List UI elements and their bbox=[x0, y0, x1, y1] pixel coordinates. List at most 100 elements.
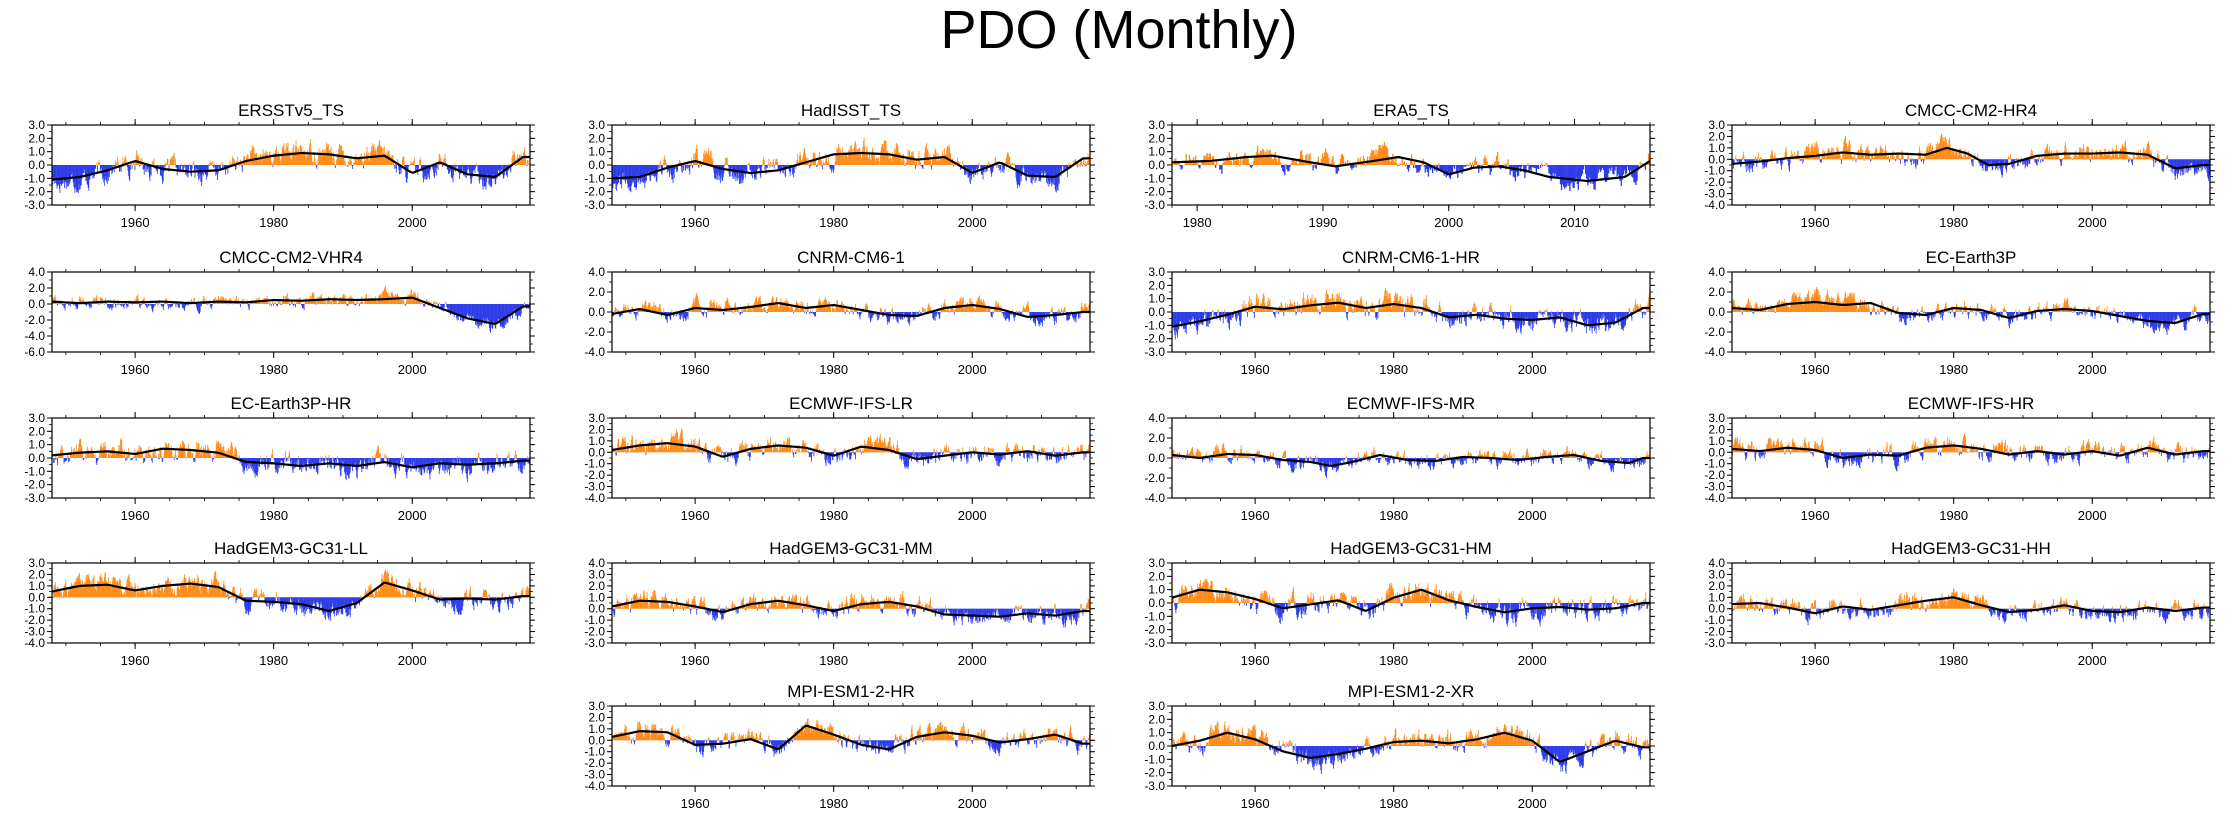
anomaly-bar bbox=[646, 165, 647, 181]
anomaly-bar bbox=[1478, 165, 1480, 173]
anomaly-bar bbox=[858, 152, 860, 165]
anomaly-bar bbox=[779, 165, 781, 170]
anomaly-bar bbox=[747, 163, 749, 165]
anomaly-bar bbox=[727, 298, 729, 312]
anomaly-bar bbox=[2135, 157, 2137, 160]
anomaly-bar bbox=[408, 165, 410, 167]
anomaly-bar bbox=[1934, 153, 1935, 160]
anomaly-bar bbox=[1039, 165, 1041, 182]
anomaly-bar bbox=[680, 161, 681, 165]
anomaly-bar bbox=[2029, 159, 2031, 161]
anomaly-bar bbox=[189, 165, 191, 170]
anomaly-bar bbox=[870, 159, 871, 165]
anomaly-bar bbox=[786, 300, 788, 312]
anomaly-bar bbox=[1415, 165, 1417, 169]
anomaly-bar bbox=[2001, 159, 2002, 174]
anomaly-bar bbox=[621, 165, 623, 189]
anomaly-bar bbox=[737, 165, 739, 181]
anomaly-bar bbox=[2132, 157, 2134, 160]
anomaly-bar bbox=[2066, 152, 2068, 160]
anomaly-bar bbox=[689, 309, 691, 312]
anomaly-bar bbox=[1523, 165, 1525, 173]
anomaly-bar bbox=[2115, 149, 2117, 160]
anomaly-bar bbox=[87, 304, 89, 306]
anomaly-bar bbox=[1042, 165, 1043, 174]
anomaly-bar bbox=[111, 304, 113, 311]
anomaly-bar bbox=[2067, 152, 2069, 160]
anomaly-bar bbox=[110, 304, 112, 309]
anomaly-bar bbox=[76, 165, 78, 193]
anomaly-bar bbox=[1073, 160, 1075, 165]
anomaly-bar bbox=[958, 161, 960, 165]
anomaly-bar bbox=[413, 161, 415, 165]
anomaly-bar bbox=[1839, 155, 1841, 160]
anomaly-bar bbox=[2073, 157, 2075, 160]
anomaly-bar bbox=[2183, 159, 2185, 168]
anomaly-bar bbox=[91, 165, 93, 176]
anomaly-bar bbox=[403, 300, 404, 304]
anomaly-bar bbox=[75, 165, 76, 187]
anomaly-bar bbox=[151, 160, 153, 165]
anomaly-bar bbox=[988, 306, 990, 312]
anomaly-bar bbox=[271, 301, 273, 304]
anomaly-bar bbox=[477, 165, 479, 172]
anomaly-bar bbox=[185, 165, 187, 175]
anomaly-bar bbox=[369, 161, 371, 165]
anomaly-bar bbox=[1450, 165, 1453, 176]
anomaly-bar bbox=[94, 165, 96, 169]
anomaly-bar bbox=[120, 304, 121, 306]
anomaly-bar bbox=[1549, 165, 1551, 175]
anomaly-bar bbox=[1021, 165, 1023, 176]
anomaly-bar bbox=[510, 304, 512, 313]
anomaly-bar bbox=[1083, 158, 1085, 165]
anomaly-bar bbox=[990, 165, 992, 174]
anomaly-bar bbox=[1869, 159, 1871, 162]
anomaly-bar bbox=[1324, 152, 1326, 165]
anomaly-bar bbox=[818, 157, 819, 165]
anomaly-bar bbox=[1551, 165, 1553, 178]
anomaly-bar bbox=[934, 312, 935, 318]
anomaly-bar bbox=[473, 304, 475, 321]
anomaly-bar bbox=[1751, 159, 1753, 169]
anomaly-bar bbox=[932, 312, 934, 319]
anomaly-bar bbox=[180, 304, 182, 305]
anomaly-bar bbox=[829, 165, 830, 167]
anomaly-bar bbox=[1807, 148, 1809, 160]
anomaly-bar bbox=[2079, 151, 2081, 160]
anomaly-bar bbox=[2015, 159, 2017, 161]
anomaly-bar bbox=[2138, 156, 2140, 160]
anomaly-bar bbox=[1891, 154, 1893, 160]
anomaly-bar bbox=[480, 165, 482, 175]
anomaly-bar bbox=[1748, 159, 1750, 169]
anomaly-bar bbox=[2175, 159, 2177, 172]
anomaly-bar bbox=[280, 160, 281, 165]
anomaly-bar bbox=[2164, 159, 2166, 163]
anomaly-bar bbox=[398, 298, 400, 304]
anomaly-bar bbox=[756, 165, 758, 174]
anomaly-bar bbox=[85, 165, 87, 181]
anomaly-bar bbox=[334, 165, 336, 169]
anomaly-bar bbox=[521, 156, 523, 165]
anomaly-bar bbox=[616, 165, 618, 186]
anomaly-bar bbox=[2099, 149, 2101, 160]
anomaly-bar bbox=[1384, 145, 1387, 165]
anomaly-bar bbox=[471, 304, 473, 320]
anomaly-bar bbox=[268, 155, 270, 165]
anomaly-bar bbox=[663, 308, 665, 312]
anomaly-bar bbox=[511, 304, 513, 317]
anomaly-bar bbox=[86, 304, 87, 307]
anomaly-bar bbox=[351, 299, 353, 304]
anomaly-bar bbox=[282, 300, 284, 304]
anomaly-bar bbox=[455, 304, 457, 313]
anomaly-bar bbox=[1577, 165, 1579, 190]
anomaly-bar bbox=[443, 158, 445, 165]
anomaly-bar bbox=[1536, 165, 1539, 169]
anomaly-bar bbox=[680, 312, 682, 317]
anomaly-bar bbox=[749, 309, 751, 312]
anomaly-bar bbox=[724, 163, 726, 165]
anomaly-bar bbox=[1046, 165, 1047, 183]
anomaly-bar bbox=[1443, 165, 1445, 176]
anomaly-bar bbox=[452, 165, 454, 183]
anomaly-bar bbox=[947, 149, 949, 165]
anomaly-bar bbox=[456, 304, 457, 319]
